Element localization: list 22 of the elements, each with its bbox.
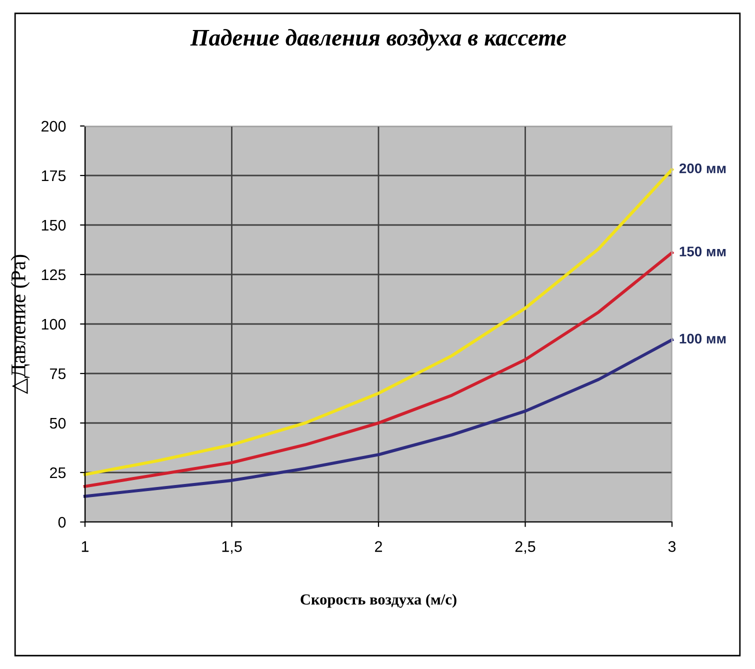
x-tick-label: 2,5 [515,541,536,554]
y-tick-label: 75 [50,368,66,380]
series-label: 200 мм [679,163,726,174]
x-tick-label: 1 [82,541,89,552]
y-tick-label: 50 [50,418,66,429]
series-label: 100 мм [680,334,726,344]
line-series [83,251,674,488]
y-tick-label: 150 [42,220,66,231]
y-tick-label: 100 [42,318,66,330]
y-tick-label: 125 [42,269,66,280]
y-tick-label: 200 [42,120,66,132]
chart-title: Падение давления воздуха в кассете [190,29,566,51]
x-axis-title: Скорость воздуха (м/с) [300,594,456,608]
series-label: 150 мм [680,246,726,256]
line-series [83,338,674,498]
y-tick-label: 25 [50,467,66,478]
line-series [83,168,674,476]
y-tick-label: 0 [58,516,66,528]
x-tick-label: 1,5 [222,541,242,554]
x-tick-label: 3 [668,541,676,552]
x-tick-label: 2 [375,541,382,552]
y-tick-label: 175 [42,170,66,182]
